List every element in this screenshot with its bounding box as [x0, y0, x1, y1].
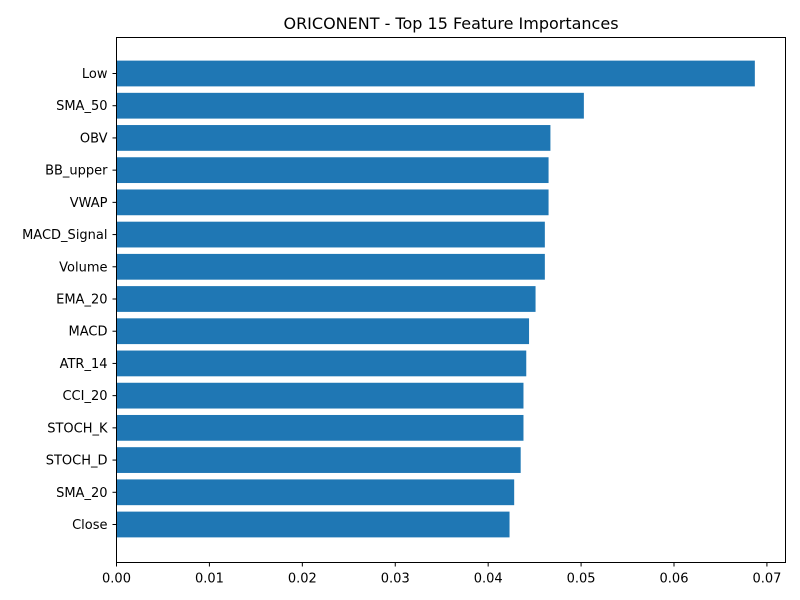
y-tick-label: Volume: [59, 260, 107, 275]
bar-macd: [117, 318, 530, 344]
y-tick-label: CCI_20: [62, 389, 107, 404]
y-tick-label: SMA_50: [56, 99, 107, 114]
y-tick-label: Low: [82, 67, 108, 82]
bar-vwap: [117, 189, 549, 215]
y-tick-label: BB_upper: [45, 164, 108, 179]
y-tick-label: STOCH_D: [46, 454, 108, 469]
bar-sma-50: [117, 93, 584, 119]
x-tick-label: 0.00: [102, 572, 131, 587]
x-tick-label: 0.02: [288, 572, 317, 587]
bar-volume: [117, 254, 545, 280]
x-tick-label: 0.07: [752, 572, 781, 587]
bars-group: [117, 61, 755, 538]
y-tick-label: MACD: [69, 325, 108, 340]
x-tick-label: 0.04: [474, 572, 503, 587]
y-tick-label: VWAP: [70, 196, 108, 211]
bar-close: [117, 512, 510, 538]
y-tick-label: SMA_20: [56, 486, 107, 501]
y-tick-label: MACD_Signal: [22, 228, 107, 243]
x-tick-label: 0.06: [660, 572, 689, 587]
bar-obv: [117, 125, 551, 151]
bar-bb-upper: [117, 157, 549, 183]
chart-title: ORICONENT - Top 15 Feature Importances: [283, 14, 618, 33]
bar-sma-20: [117, 479, 515, 505]
y-axis-ticks: Low SMA_50 OBV BB_upper VWAP MACD_Signal Volum…: [22, 67, 116, 533]
y-tick-label: Close: [72, 518, 107, 533]
bar-cci-20: [117, 383, 524, 409]
y-tick-label: STOCH_K: [47, 421, 108, 436]
y-tick-label: OBV: [80, 131, 108, 146]
bar-stoch-k: [117, 415, 524, 441]
bar-stoch-d: [117, 447, 521, 473]
x-tick-label: 0.03: [381, 572, 410, 587]
bar-atr-14: [117, 351, 527, 377]
x-axis-ticks: 0.00 0.01 0.02 0.03 0.04 0.05 0.06 0.07: [102, 563, 781, 587]
x-tick-label: 0.05: [567, 572, 596, 587]
bar-low: [117, 61, 755, 87]
bar-macd-signal: [117, 222, 545, 248]
x-tick-label: 0.01: [195, 572, 224, 587]
bar-ema-20: [117, 286, 536, 312]
y-tick-label: ATR_14: [60, 357, 108, 372]
y-tick-label: EMA_20: [56, 293, 107, 308]
